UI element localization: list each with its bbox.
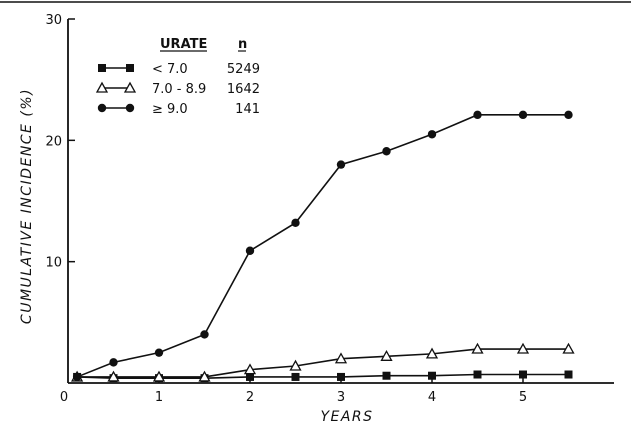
data-point-triangle xyxy=(243,363,257,375)
data-point-triangle xyxy=(334,352,348,364)
x-tick-label: 5 xyxy=(519,390,527,405)
legend-item-circle: ≥ 9.0 141 xyxy=(97,102,260,117)
data-point-circle xyxy=(154,348,164,357)
legend-marker xyxy=(97,103,107,113)
data-point-circle xyxy=(245,246,255,255)
data-point-circle xyxy=(518,110,528,120)
data-point-circle xyxy=(336,160,346,169)
data-point-square xyxy=(337,372,345,381)
legend-n-value: 1642 xyxy=(227,82,260,97)
series-circle xyxy=(72,110,573,382)
data-point-square xyxy=(291,372,300,381)
chart-frame xyxy=(0,1,631,384)
data-point-circle xyxy=(427,130,437,139)
x-tick-label: 4 xyxy=(428,390,436,405)
series-triangle xyxy=(70,342,575,382)
legend-marker xyxy=(125,103,135,113)
data-point-triangle xyxy=(152,370,166,382)
series-line-triangle xyxy=(77,348,569,378)
y-tick-label: 10 xyxy=(45,256,62,271)
legend-label: ≥ 9.0 xyxy=(152,102,188,117)
data-point-circle xyxy=(109,358,118,367)
legend-marker xyxy=(95,81,109,93)
series-line-square xyxy=(77,373,569,379)
data-point-circle xyxy=(473,110,482,120)
data-point-square xyxy=(564,370,573,379)
data-point-triangle xyxy=(380,349,393,361)
data-point-triangle xyxy=(107,370,120,382)
data-point-circle xyxy=(200,330,209,339)
legend-label: 7.0 - 8.9 xyxy=(152,82,206,97)
x-tick-label: 0 xyxy=(60,390,68,405)
x-tick-label: 2 xyxy=(246,390,254,405)
legend-marker xyxy=(126,64,134,72)
data-point-triangle xyxy=(198,370,211,382)
series-line-circle xyxy=(76,114,569,378)
legend-n-value: 141 xyxy=(235,102,260,117)
legend: URATE n < 7.0 5249 7.0 - 8.9 1642 ≥ 9.0 141 xyxy=(95,37,260,117)
y-tick-label: 30 xyxy=(45,13,62,28)
legend-header-n: n xyxy=(238,37,247,52)
legend-marker xyxy=(123,81,137,93)
data-point-triangle xyxy=(289,359,302,371)
data-point-square xyxy=(473,370,482,379)
legend-item-square: < 7.0 5249 xyxy=(98,62,260,77)
x-axis-title: YEARS xyxy=(320,409,373,425)
data-point-triangle xyxy=(562,342,575,354)
data-point-circle xyxy=(291,218,300,228)
legend-header-urate: URATE xyxy=(160,37,207,52)
legend-label: < 7.0 xyxy=(152,62,188,77)
y-tick-label: 20 xyxy=(45,134,62,149)
data-point-triangle xyxy=(425,347,439,359)
data-point-triangle xyxy=(471,342,484,354)
data-point-square xyxy=(246,372,254,381)
data-point-circle xyxy=(382,147,391,156)
x-tick-label: 3 xyxy=(337,390,345,405)
y-axis-title: CUMULATIVE INCIDENCE (%) xyxy=(19,88,35,324)
legend-n-value: 5249 xyxy=(227,62,260,77)
x-tick-label: 1 xyxy=(155,390,163,405)
data-point-square xyxy=(519,370,527,379)
axis-ticks: 10 20 30 0 1 2 3 4 5 xyxy=(45,13,527,405)
legend-item-triangle: 7.0 - 8.9 1642 xyxy=(95,81,260,97)
series-group xyxy=(70,110,575,383)
data-point-square xyxy=(428,371,436,380)
data-point-circle xyxy=(564,110,573,120)
legend-marker xyxy=(98,64,106,72)
data-point-square xyxy=(382,371,391,380)
data-point-circle xyxy=(72,372,82,382)
data-point-triangle xyxy=(516,342,530,354)
